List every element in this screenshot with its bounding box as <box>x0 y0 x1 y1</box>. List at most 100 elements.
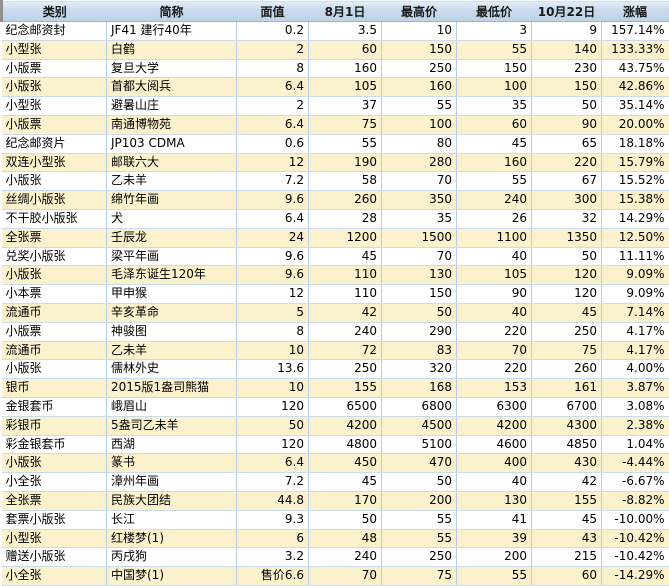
cell-low: 1100 <box>456 228 532 248</box>
table-row: 小版张 篆书 6.4 450 470 400 430 -4.44% <box>1 453 669 474</box>
column-header-high: 最高价 <box>381 0 457 22</box>
cell-name: 壬辰龙 <box>106 228 237 248</box>
cell-name: 民族大团结 <box>106 491 237 511</box>
cell-low: 220 <box>456 322 532 342</box>
cell-category: 小版张 <box>1 171 107 192</box>
cell-name: 毛泽东诞生120年 <box>106 265 237 286</box>
table-row: 小版票 复旦大学 8 160 250 150 230 43.75% <box>1 59 669 79</box>
cell-name: 避暑山庄 <box>106 96 237 116</box>
cell-name: 复旦大学 <box>106 59 237 79</box>
cell-low: 153 <box>456 378 532 398</box>
cell-high: 150 <box>381 40 457 60</box>
table-row: 彩银币 5盎司乙未羊 50 4200 4500 4200 4300 2.38% <box>1 416 669 436</box>
cell-face: 120 <box>236 435 309 455</box>
cell-oct22: 75 <box>531 341 602 361</box>
cell-aug1: 4200 <box>308 416 382 436</box>
cell-change: 18.18% <box>601 134 669 154</box>
cell-aug1: 70 <box>308 566 382 586</box>
cell-aug1: 190 <box>308 153 382 173</box>
cell-change: 133.33% <box>601 40 669 60</box>
cell-oct22: 120 <box>531 284 602 304</box>
cell-category: 小全张 <box>1 566 107 586</box>
cell-name: 绵竹年画 <box>106 190 237 210</box>
cell-low: 55 <box>456 40 532 60</box>
cell-low: 40 <box>456 247 532 267</box>
cell-face: 12 <box>236 153 309 173</box>
cell-high: 55 <box>381 529 457 549</box>
cell-low: 130 <box>456 491 532 511</box>
cell-aug1: 450 <box>308 453 382 474</box>
cell-change: 15.52% <box>601 171 669 192</box>
cell-oct22: 50 <box>531 96 602 116</box>
cell-high: 1500 <box>381 228 457 248</box>
cell-name: 中国梦(1) <box>106 566 237 586</box>
cell-face: 6.4 <box>236 209 309 229</box>
table-row: 双连小型张 邮联六大 12 190 280 160 220 15.79% <box>1 153 669 173</box>
cell-change: 15.79% <box>601 153 669 173</box>
cell-face: 44.8 <box>236 491 309 511</box>
cell-change: 4.00% <box>601 359 669 380</box>
column-header-change: 涨幅 <box>601 0 669 22</box>
cell-category: 全张票 <box>1 491 107 511</box>
cell-low: 39 <box>456 529 532 549</box>
table-row: 小版张 首都大阅兵 6.4 105 160 100 150 42.86% <box>1 77 669 98</box>
table-row: 小版票 南通博物苑 6.4 75 100 60 90 20.00% <box>1 115 669 135</box>
table-row: 小全张 漳州年画 7.2 45 50 40 42 -6.67% <box>1 472 669 492</box>
cell-aug1: 75 <box>308 115 382 135</box>
cell-category: 银币 <box>1 378 107 398</box>
table-row: 兑奖小版张 梁平年画 9.6 45 70 40 50 11.11% <box>1 247 669 267</box>
cell-oct22: 4850 <box>531 435 602 455</box>
cell-face: 3.2 <box>236 547 309 568</box>
cell-high: 10 <box>381 21 457 41</box>
cell-face: 6 <box>236 529 309 549</box>
cell-low: 100 <box>456 77 532 98</box>
cell-category: 小版张 <box>1 359 107 380</box>
table-row: 小本票 甲申猴 12 110 150 90 120 9.09% <box>1 284 669 304</box>
cell-change: 11.11% <box>601 247 669 267</box>
cell-name: 5盎司乙未羊 <box>106 416 237 436</box>
cell-name: JP103 CDMA <box>106 134 237 154</box>
cell-high: 320 <box>381 359 457 380</box>
cell-change: 157.14% <box>601 21 669 41</box>
cell-change: -4.44% <box>601 453 669 474</box>
cell-high: 83 <box>381 341 457 361</box>
table-row: 流通币 辛亥革命 5 42 50 40 45 7.14% <box>1 303 669 323</box>
cell-change: 35.14% <box>601 96 669 116</box>
cell-low: 4200 <box>456 416 532 436</box>
cell-aug1: 240 <box>308 322 382 342</box>
cell-oct22: 9 <box>531 21 602 41</box>
cell-face: 0.2 <box>236 21 309 41</box>
cell-name: 神骏图 <box>106 322 237 342</box>
cell-category: 彩银币 <box>1 416 107 436</box>
cell-oct22: 6700 <box>531 397 602 417</box>
cell-oct22: 230 <box>531 59 602 79</box>
cell-low: 200 <box>456 547 532 568</box>
cell-oct22: 150 <box>531 77 602 98</box>
cell-low: 105 <box>456 265 532 286</box>
cell-change: 15.38% <box>601 190 669 210</box>
cell-name: 首都大阅兵 <box>106 77 237 98</box>
cell-name: 长江 <box>106 510 237 530</box>
cell-high: 70 <box>381 171 457 192</box>
cell-category: 小型张 <box>1 96 107 116</box>
cell-oct22: 1350 <box>531 228 602 248</box>
cell-change: -10.42% <box>601 529 669 549</box>
cell-aug1: 28 <box>308 209 382 229</box>
cell-category: 丝绸小版张 <box>1 190 107 210</box>
cell-face: 6.4 <box>236 115 309 135</box>
cell-name: 乙未羊 <box>106 341 237 361</box>
cell-low: 400 <box>456 453 532 474</box>
cell-category: 小版张 <box>1 265 107 286</box>
cell-aug1: 1200 <box>308 228 382 248</box>
cell-face: 售价6.6 <box>236 566 309 586</box>
cell-high: 75 <box>381 566 457 586</box>
cell-high: 290 <box>381 322 457 342</box>
cell-change: 20.00% <box>601 115 669 135</box>
cell-high: 35 <box>381 209 457 229</box>
cell-high: 5100 <box>381 435 457 455</box>
cell-aug1: 4800 <box>308 435 382 455</box>
cell-name: 红楼梦(1) <box>106 529 237 549</box>
cell-category: 小版票 <box>1 322 107 342</box>
table-row: 彩金银套币 西湖 120 4800 5100 4600 4850 1.04% <box>1 435 669 455</box>
table-header-row: 类别 简称 面值 8月1日 最高价 最低价 10月22日 涨幅 <box>0 0 669 22</box>
